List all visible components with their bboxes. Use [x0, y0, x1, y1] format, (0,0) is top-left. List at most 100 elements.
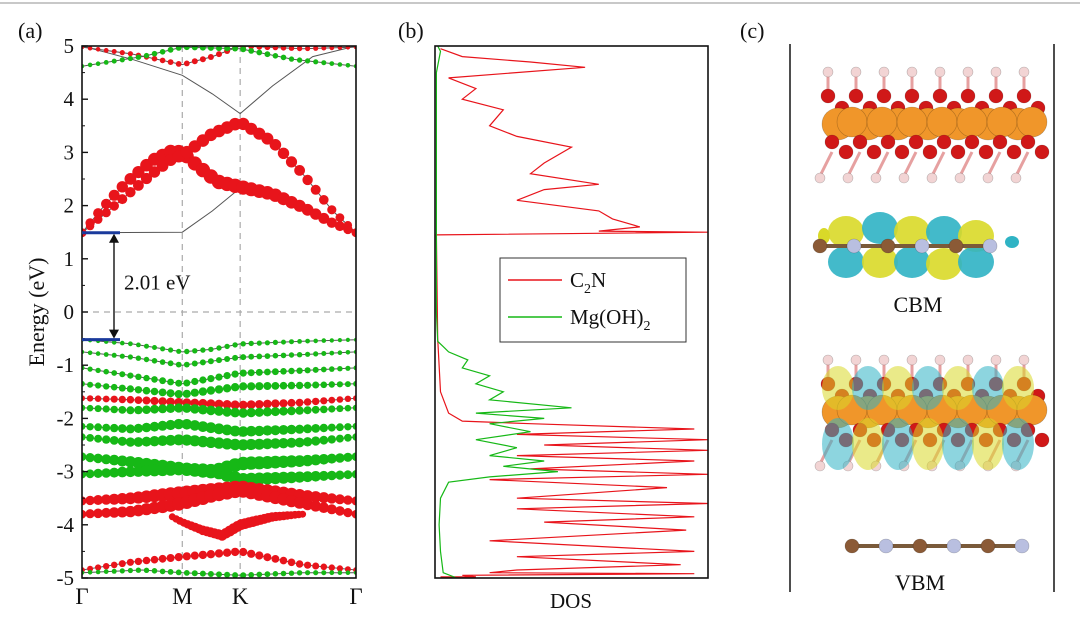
hydrogen-atom	[850, 354, 862, 366]
oxygen-atom	[876, 88, 892, 104]
hydrogen-atom	[962, 66, 974, 78]
projection-dot	[94, 405, 102, 413]
nitrogen-atom	[982, 238, 998, 254]
projection-dot	[103, 60, 109, 65]
projection-dot	[159, 57, 166, 64]
oxygen-atom	[1016, 88, 1032, 104]
projection-dot	[148, 166, 161, 178]
projection-dot	[221, 424, 233, 436]
projection-dot	[302, 174, 313, 186]
projection-dot	[313, 46, 319, 51]
projection-dot	[183, 570, 190, 576]
projection-dot	[133, 423, 143, 433]
projection-dot	[207, 358, 214, 365]
bond	[1014, 151, 1030, 177]
projection-dot	[230, 400, 240, 410]
projection-dot	[294, 165, 305, 176]
projection-dot	[206, 399, 216, 409]
projection-dot	[320, 397, 328, 405]
projection-dot	[345, 570, 351, 575]
projection-dot	[213, 423, 225, 435]
oxygen-atom	[852, 134, 868, 150]
legend-label-mgoh2: Mg(OH)2	[570, 305, 651, 334]
projection-dot	[159, 49, 166, 55]
magnesium-atom	[926, 106, 958, 138]
projection-dot	[246, 400, 256, 409]
projection-dot	[142, 556, 151, 565]
oxygen-atom	[964, 134, 980, 150]
projection-dot	[335, 470, 345, 480]
projection-dot	[295, 398, 304, 407]
projection-dot	[158, 404, 168, 414]
projection-dot	[287, 406, 296, 416]
projection-dot	[310, 471, 322, 482]
projection-dot	[345, 63, 351, 68]
projection-dot	[287, 381, 296, 390]
hydrogen-atom	[898, 172, 910, 184]
projection-dot	[159, 359, 166, 365]
projection-dot	[232, 342, 238, 348]
projection-dot	[239, 369, 247, 377]
projection-dot	[238, 400, 248, 410]
projection-dot	[222, 400, 232, 409]
projection-dot	[269, 139, 282, 151]
projection-dot	[318, 492, 330, 504]
projection-dot	[207, 54, 214, 60]
projection-dot	[224, 356, 231, 362]
energy-tick-label: -3	[57, 460, 75, 484]
projection-dot	[272, 46, 279, 51]
energy-tick-label: -2	[57, 406, 75, 430]
projection-dot	[167, 59, 174, 65]
magnesium-atom	[836, 106, 868, 138]
projection-dot	[207, 571, 214, 577]
projection-dot	[337, 62, 343, 67]
projection-dot	[152, 345, 157, 350]
projection-dot	[158, 388, 167, 397]
projection-dot	[135, 355, 142, 361]
projection-dot	[142, 405, 151, 415]
dos-legend: C2N Mg(OH)2	[499, 257, 687, 343]
oxygen-atom	[932, 88, 948, 104]
projection-dot	[287, 558, 296, 567]
projection-dot	[256, 353, 263, 360]
vbm-isosurface-lobe	[852, 418, 884, 470]
projection-dot	[214, 385, 224, 394]
projection-dot	[135, 567, 142, 573]
projection-dot	[223, 372, 231, 380]
dos-plot-frame	[434, 45, 709, 579]
projection-dot	[264, 353, 271, 359]
projection-dot	[345, 46, 351, 50]
band-structure-plot: 5 4 3 2 1 0 -1 -2 -3 -4 -5 Γ M K Γ Energy (eV) 2.01 e…	[24, 34, 363, 609]
projection-dot	[343, 452, 353, 462]
band-gap-annotation: 2.01 eV	[82, 231, 191, 342]
projection-dot	[285, 156, 298, 168]
projection-dot	[191, 377, 199, 386]
projection-dot	[313, 338, 319, 344]
projection-dot	[82, 509, 87, 519]
vbm-isosurface-lobe	[942, 418, 974, 470]
projection-dot	[320, 381, 328, 389]
projection-dot	[190, 404, 200, 414]
gap-arrow-head-up	[109, 233, 119, 243]
projection-dot	[126, 395, 135, 404]
projection-dot	[87, 350, 93, 356]
oxygen-atom	[894, 144, 910, 160]
projection-dot	[132, 166, 145, 179]
projection-dot	[127, 354, 133, 360]
projection-dot	[311, 405, 320, 414]
projection-dot	[181, 434, 193, 446]
projection-dot	[278, 438, 289, 449]
projection-dot	[200, 347, 206, 353]
vbm-isosurface-lobe	[822, 366, 854, 410]
projection-dot	[205, 422, 217, 434]
vbm-isosurface-lobe	[972, 366, 1004, 410]
projection-dot	[143, 52, 150, 59]
projection-dot	[199, 56, 206, 63]
projection-dot	[102, 395, 110, 403]
nitrogen-atom	[878, 538, 894, 554]
projection-dot	[95, 382, 102, 389]
projection-dot	[279, 399, 288, 408]
carbon-atom	[844, 538, 860, 554]
projection-dot	[352, 228, 356, 237]
oxygen-atom	[1020, 134, 1036, 150]
